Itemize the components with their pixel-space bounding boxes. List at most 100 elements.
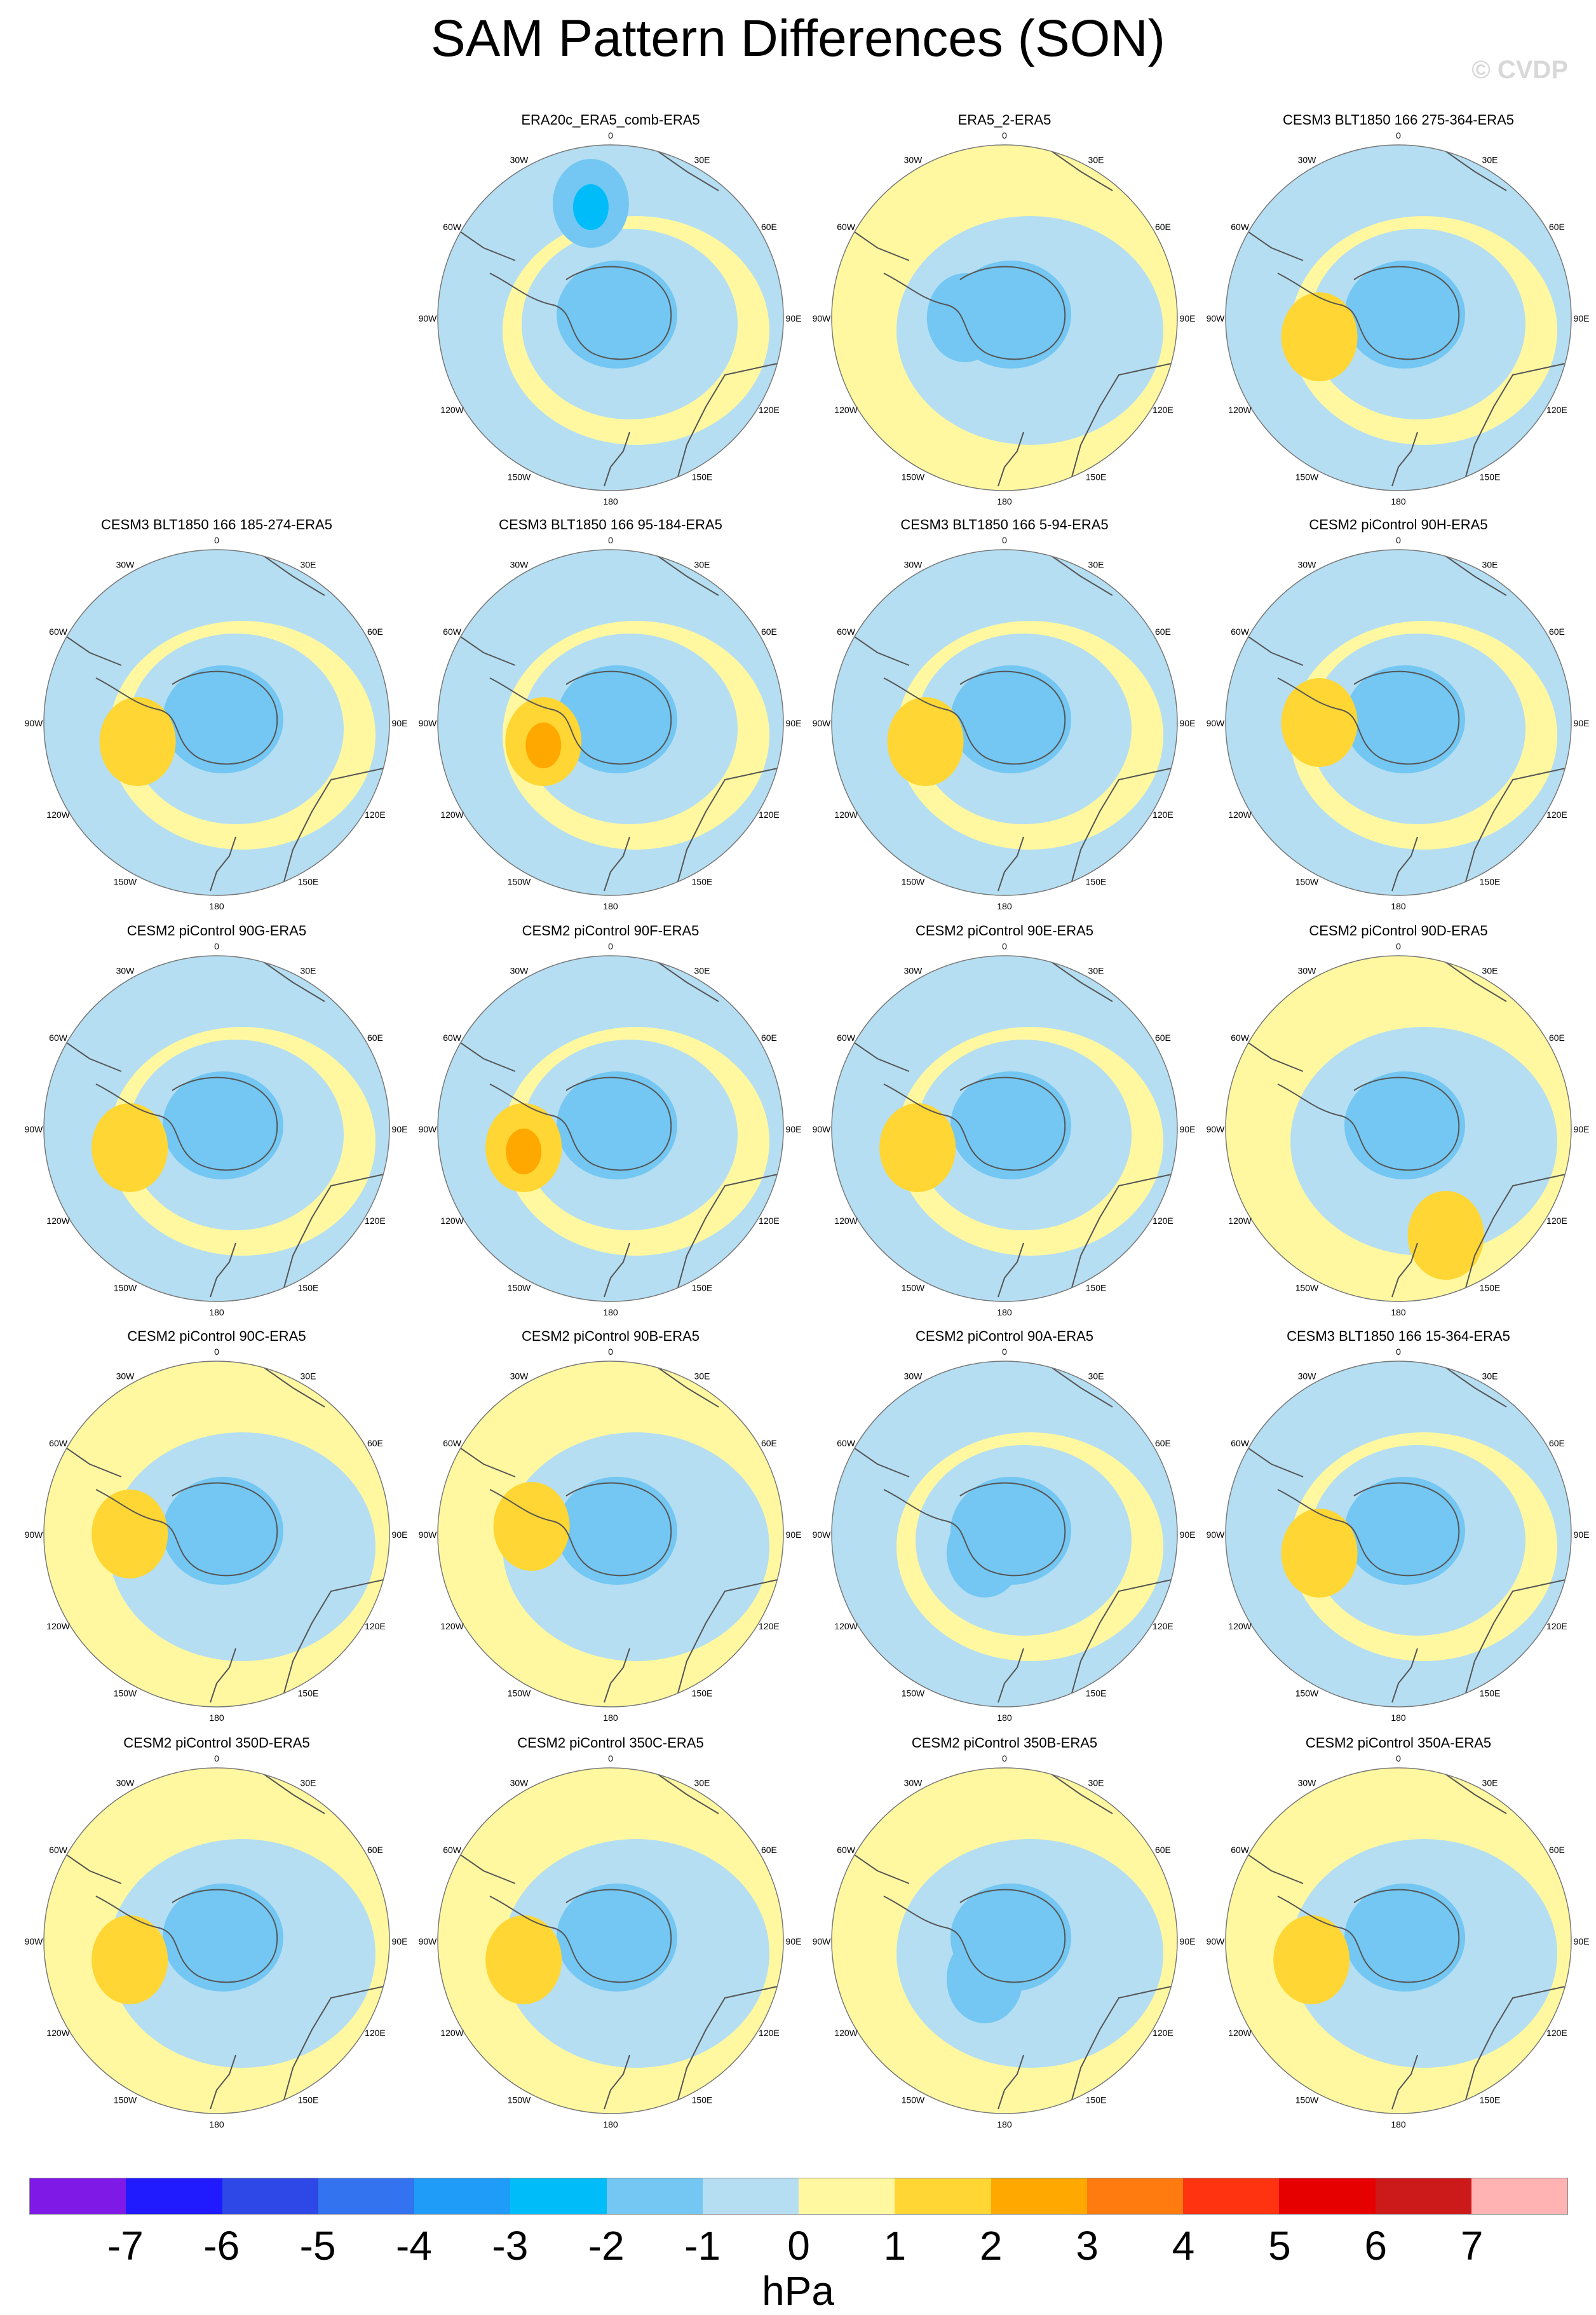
colorbar-tick-label: -2 [588,2223,625,2269]
longitude-label: 30W [510,1778,529,1788]
map-boundary [1225,1767,1572,2114]
coastline-antarctica [95,1076,278,1171]
longitude-label: 60W [443,1033,462,1043]
colorbar-swatch [1375,2178,1471,2214]
longitude-label: 90E [1180,1530,1196,1540]
coastline-africa [1436,550,1507,596]
coastline-new-zealand [604,2054,630,2110]
longitude-label: 90W [813,1936,832,1946]
longitude-label: 60E [761,1438,777,1448]
map-boundary [437,1361,784,1707]
longitude-label: 120W [440,405,464,415]
coastline-new-zealand [604,836,630,892]
colorbar-tick-label: -5 [299,2223,336,2269]
longitude-label: 150W [902,2094,925,2105]
panel-title: CESM2 piControl 90H-ERA5 [1309,517,1488,533]
map-panel: CESM2 piControl 350A-ERA5 0 30E 60E 90E 120E 1… [1201,1735,1596,2129]
polar-map: 0 30E 60E 90E 120E 150E 180 150W 120W 90W 60W 30W [1207,1753,1590,2129]
colorbar-tick-label: -6 [203,2223,240,2269]
longitude-label: 60E [1155,627,1171,637]
colorbar-swatch [991,2178,1087,2214]
longitude-label: 180 [603,2119,618,2129]
polar-map: 0 30E 60E 90E 120E 150E 180 150W 120W 90W 60W 30W [813,1753,1196,2129]
longitude-label: 180 [997,901,1012,911]
colorbar-swatch [414,2178,511,2214]
panel-title: CESM2 piControl 90A-ERA5 [915,1328,1093,1344]
longitude-label: 60W [443,1438,462,1448]
panel-title: CESM2 piControl 350D-ERA5 [123,1735,310,1751]
longitude-label: 60E [367,1438,383,1448]
longitude-label: 150W [114,876,137,886]
colorbar-swatch [1279,2178,1376,2214]
polar-map: 0 30E 60E 90E 120E 150E 180 150W 120W 90W 60W 30W [419,535,802,911]
coastline-australia [673,1985,783,2114]
longitude-label: 60W [1231,222,1250,232]
longitude-label: 150W [508,1282,531,1293]
coastline-new-zealand [1391,2054,1418,2110]
map-panel: CESM2 piControl 90G-ERA5 0 30E 60E 90E 120E 15… [19,923,414,1317]
longitude-label: 0 [608,1347,613,1357]
longitude-label: 120E [365,1621,386,1631]
longitude-label: 150W [902,876,925,886]
coastline-antarctica [883,1889,1066,1983]
panel-title: CESM2 piControl 90F-ERA5 [522,923,700,939]
longitude-label: 150E [1480,472,1501,482]
longitude-label: 180 [1391,2119,1406,2129]
map-panel: CESM2 piControl 350D-ERA5 0 30E 60E 90E 120E 1… [19,1735,414,2129]
map-field-antarctic-anomaly [950,1071,1071,1179]
watermark: © CVDP [1471,56,1568,84]
coastline-new-zealand [998,836,1024,892]
longitude-label: 0 [214,1347,219,1357]
longitude-label: 120E [1546,2028,1567,2038]
panel-title: CESM3 BLT1850 166 15-364-ERA5 [1287,1328,1510,1344]
longitude-label: 120W [46,1216,70,1226]
longitude-label: 120E [759,2028,780,2038]
map-field-anomaly-core [1301,318,1337,363]
longitude-label: 120W [440,1216,464,1226]
coastline-antarctica [883,266,1066,360]
coastline-africa [1436,1361,1507,1408]
map-boundary [1225,1361,1572,1707]
longitude-label: 120E [1153,405,1173,415]
panel-title: CESM2 piControl 90B-ERA5 [521,1328,700,1344]
colorbar-tick-label: -1 [684,2223,721,2269]
longitude-label: 90W [419,313,438,323]
coastline-new-zealand [604,431,630,487]
longitude-label: 150W [902,472,925,482]
map-field-antarctic-anomaly [557,1477,677,1585]
longitude-label: 150W [902,1688,925,1698]
map-panel: CESM2 piControl 90H-ERA5 0 30E 60E 90E 120E 15… [1201,517,1596,911]
longitude-label: 120E [759,1621,780,1631]
coastline-antarctica [489,266,672,360]
coastline-antarctica [489,1889,672,1983]
longitude-label: 150E [1086,876,1107,886]
longitude-label: 120E [1546,1216,1567,1226]
longitude-label: 30E [301,560,316,570]
map-panel: ERA5_2-ERA5 0 30E 60E 90E 120E 150E 180 150W 120W… [807,112,1202,506]
longitude-label: 60E [1549,1033,1565,1043]
map-boundary [831,144,1178,491]
map-boundary [1225,955,1572,1302]
longitude-label: 90W [1207,718,1226,728]
map-field-anomaly-core [572,184,609,230]
longitude-label: 120E [365,810,386,820]
longitude-label: 30W [904,155,923,165]
colorbar-swatch [30,2178,126,2214]
longitude-label: 120E [759,810,780,820]
map-boundary [43,1767,390,2114]
longitude-label: 60E [367,627,383,637]
coastline-new-zealand [604,1648,630,1703]
longitude-label: 30W [1298,966,1317,976]
coastline-africa [1042,1361,1113,1408]
coastline-africa [254,550,325,596]
coastline-africa [648,956,719,1002]
longitude-label: 90E [392,718,408,728]
coastline-antarctica [1277,266,1460,360]
page-title: SAM Pattern Differences (SON) [431,10,1165,67]
longitude-label: 120W [46,1621,70,1631]
longitude-label: 30W [904,1778,923,1788]
map-boundary [437,955,784,1302]
longitude-label: 90E [392,1124,408,1134]
coastline-new-zealand [604,1242,630,1298]
longitude-label: 30E [1482,155,1498,165]
